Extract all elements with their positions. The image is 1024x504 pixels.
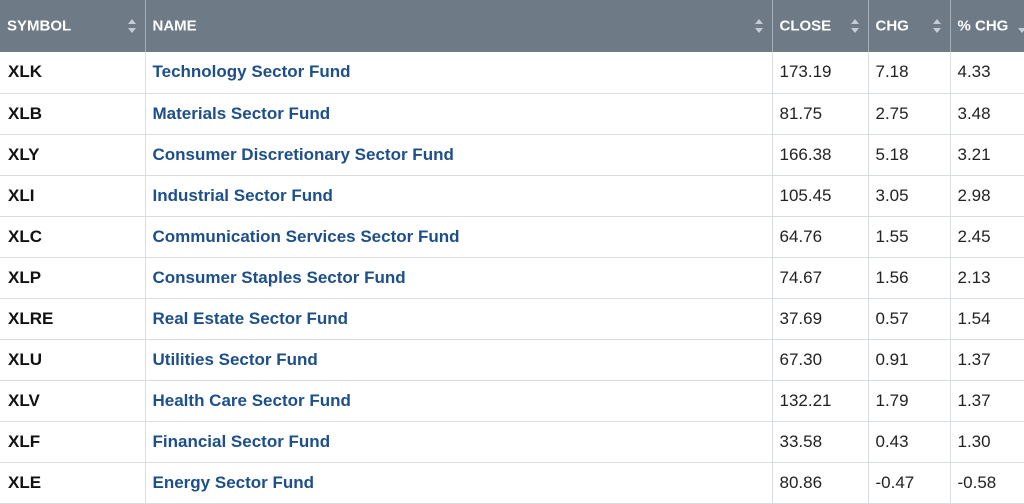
- close-cell: 74.67: [772, 257, 869, 299]
- chg-cell: 1.79: [868, 380, 951, 422]
- close-cell: 166.38: [772, 134, 869, 176]
- pct-chg-cell: 3.48: [950, 93, 1024, 135]
- pct-chg-cell: 1.37: [950, 380, 1024, 422]
- column-header-symbol[interactable]: SYMBOL: [0, 0, 146, 52]
- name-cell: Health Care Sector Fund: [145, 380, 773, 422]
- pct-chg-cell: 1.37: [950, 339, 1024, 381]
- column-header-close[interactable]: CLOSE: [772, 0, 869, 52]
- table-row[interactable]: XLF Financial Sector Fund 33.58 0.43 1.30: [0, 421, 1024, 463]
- table-row[interactable]: XLC Communication Services Sector Fund 64.…: [0, 216, 1024, 258]
- chg-cell: 2.75: [868, 93, 951, 135]
- table-body: XLK Technology Sector Fund 173.19 7.18 4.33 X…: [0, 52, 1024, 504]
- table-row[interactable]: XLK Technology Sector Fund 173.19 7.18 4.33: [0, 52, 1024, 94]
- name-cell: Technology Sector Fund: [145, 52, 773, 94]
- table-row[interactable]: XLP Consumer Staples Sector Fund 74.67 1.56…: [0, 257, 1024, 299]
- column-header-label: % CHG: [957, 17, 1009, 35]
- chg-cell: 5.18: [868, 134, 951, 176]
- fund-name-link[interactable]: Consumer Discretionary Sector Fund: [152, 144, 454, 164]
- pct-chg-cell: 2.45: [950, 216, 1024, 258]
- fund-name-link[interactable]: Materials Sector Fund: [152, 103, 331, 123]
- fund-name-link[interactable]: Financial Sector Fund: [152, 431, 331, 451]
- symbol-cell: XLV: [0, 380, 146, 422]
- name-cell: Industrial Sector Fund: [145, 175, 773, 217]
- table-header-row: SYMBOL NAME CLOSE CHG % CHG: [0, 0, 1024, 52]
- chg-cell: 0.91: [868, 339, 951, 381]
- chg-cell: 7.18: [868, 52, 951, 94]
- fund-name-link[interactable]: Health Care Sector Fund: [152, 390, 351, 410]
- close-cell: 105.45: [772, 175, 869, 217]
- table-row[interactable]: XLU Utilities Sector Fund 67.30 0.91 1.37: [0, 339, 1024, 381]
- symbol-cell: XLY: [0, 134, 146, 176]
- table-row[interactable]: XLB Materials Sector Fund 81.75 2.75 3.48: [0, 93, 1024, 135]
- pct-chg-cell: 4.33: [950, 52, 1024, 94]
- name-cell: Real Estate Sector Fund: [145, 298, 773, 340]
- close-cell: 67.30: [772, 339, 869, 381]
- table-row[interactable]: XLI Industrial Sector Fund 105.45 3.05 2.98: [0, 175, 1024, 217]
- sort-descending-icon: [1018, 28, 1024, 33]
- column-header-label: NAME: [152, 17, 197, 35]
- close-cell: 64.76: [772, 216, 869, 258]
- chg-cell: 0.43: [868, 421, 951, 463]
- symbol-cell: XLU: [0, 339, 146, 381]
- fund-name-link[interactable]: Utilities Sector Fund: [152, 349, 318, 369]
- sort-arrows-icon: [932, 19, 941, 33]
- pct-chg-cell: 2.13: [950, 257, 1024, 299]
- name-cell: Materials Sector Fund: [145, 93, 773, 135]
- chg-cell: 1.55: [868, 216, 951, 258]
- column-header-pct-chg[interactable]: % CHG: [950, 0, 1024, 52]
- pct-chg-cell: 2.98: [950, 175, 1024, 217]
- chg-cell: 3.05: [868, 175, 951, 217]
- name-cell: Financial Sector Fund: [145, 421, 773, 463]
- chg-cell: 1.56: [868, 257, 951, 299]
- symbol-cell: XLI: [0, 175, 146, 217]
- close-cell: 132.21: [772, 380, 869, 422]
- column-header-label: SYMBOL: [7, 17, 72, 35]
- fund-name-link[interactable]: Energy Sector Fund: [152, 472, 315, 492]
- name-cell: Utilities Sector Fund: [145, 339, 773, 381]
- close-cell: 173.19: [772, 52, 869, 94]
- symbol-cell: XLRE: [0, 298, 146, 340]
- column-header-label: CLOSE: [779, 17, 832, 35]
- symbol-cell: XLB: [0, 93, 146, 135]
- table-row[interactable]: XLRE Real Estate Sector Fund 37.69 0.57 1.54: [0, 298, 1024, 340]
- fund-name-link[interactable]: Real Estate Sector Fund: [152, 308, 349, 328]
- column-header-name[interactable]: NAME: [145, 0, 773, 52]
- sort-arrows-icon: [850, 19, 859, 33]
- symbol-cell: XLK: [0, 52, 146, 94]
- table-row[interactable]: XLV Health Care Sector Fund 132.21 1.79 1.37: [0, 380, 1024, 422]
- column-header-label: CHG: [875, 17, 909, 35]
- close-cell: 37.69: [772, 298, 869, 340]
- fund-name-link[interactable]: Technology Sector Fund: [152, 62, 351, 82]
- name-cell: Consumer Staples Sector Fund: [145, 257, 773, 299]
- column-header-chg[interactable]: CHG: [868, 0, 951, 52]
- pct-chg-cell: 1.30: [950, 421, 1024, 463]
- sort-arrows-icon: [754, 19, 763, 33]
- symbol-cell: XLC: [0, 216, 146, 258]
- close-cell: 33.58: [772, 421, 869, 463]
- table-row[interactable]: XLY Consumer Discretionary Sector Fund 166…: [0, 134, 1024, 176]
- fund-name-link[interactable]: Communication Services Sector Fund: [152, 226, 460, 246]
- fund-name-link[interactable]: Industrial Sector Fund: [152, 185, 333, 205]
- symbol-cell: XLF: [0, 421, 146, 463]
- pct-chg-cell: 3.21: [950, 134, 1024, 176]
- sort-arrows-icon: [127, 19, 136, 33]
- fund-name-link[interactable]: Consumer Staples Sector Fund: [152, 267, 406, 287]
- name-cell: Consumer Discretionary Sector Fund: [145, 134, 773, 176]
- symbol-cell: XLP: [0, 257, 146, 299]
- name-cell: Communication Services Sector Fund: [145, 216, 773, 258]
- pct-chg-cell: 1.54: [950, 298, 1024, 340]
- close-cell: 81.75: [772, 93, 869, 135]
- chg-cell: 0.57: [868, 298, 951, 340]
